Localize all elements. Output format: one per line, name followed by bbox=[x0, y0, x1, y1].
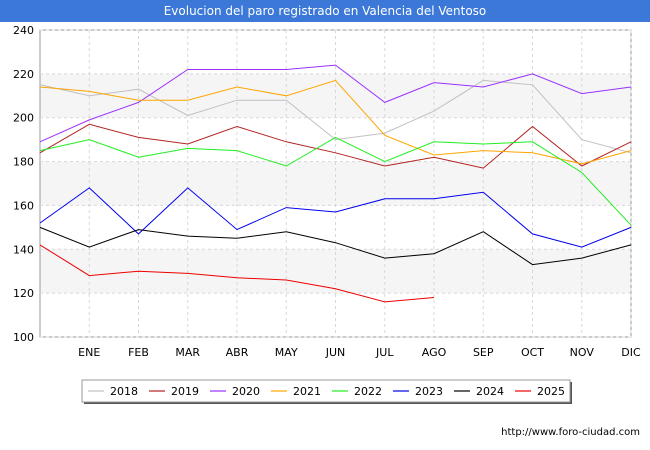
legend-box bbox=[81, 379, 571, 403]
series-line-2023 bbox=[39, 187, 632, 248]
y-tick-label: 160 bbox=[13, 199, 34, 212]
series-line-2025 bbox=[39, 244, 435, 303]
x-tick-label: MAY bbox=[275, 346, 298, 359]
x-tick-label: SEP bbox=[473, 346, 494, 359]
grid-lines bbox=[40, 29, 632, 338]
axis-labels: 100 120 140 160 180 200 220 240 ENE FEB MAR ABR MAY J… bbox=[13, 24, 641, 359]
y-tick-label: 220 bbox=[13, 68, 34, 81]
y-tick-label: 140 bbox=[13, 243, 34, 256]
source-credit: http://www.foro-ciudad.com bbox=[501, 427, 640, 438]
x-tick-label: ENE bbox=[78, 346, 100, 359]
legend-label-2023: 2023 bbox=[415, 385, 443, 398]
y-tick-label: 240 bbox=[13, 24, 34, 37]
series-line-2018 bbox=[39, 79, 632, 154]
x-tick-label: OCT bbox=[521, 346, 544, 359]
legend-label-2022: 2022 bbox=[354, 385, 382, 398]
legend-label-2018: 2018 bbox=[110, 385, 138, 398]
x-tick-label: NOV bbox=[570, 346, 595, 359]
legend-label-2025: 2025 bbox=[537, 385, 565, 398]
x-tick-label: FEB bbox=[128, 346, 149, 359]
x-tick-label: AGO bbox=[422, 346, 447, 359]
y-tick-label: 120 bbox=[13, 287, 34, 300]
y-tick-label: 180 bbox=[13, 156, 34, 169]
legend-label-2021: 2021 bbox=[293, 385, 321, 398]
series-line-2020 bbox=[39, 64, 632, 143]
legend: 2018 2019 2020 2021 2022 2023 2024 2025 bbox=[81, 379, 572, 404]
series-line-2019 bbox=[39, 123, 632, 169]
legend-label-2019: 2019 bbox=[171, 385, 199, 398]
series-line-2021 bbox=[39, 79, 632, 165]
series-line-2024 bbox=[39, 226, 632, 266]
x-tick-label: ABR bbox=[226, 346, 249, 359]
y-tick-label: 100 bbox=[13, 331, 34, 344]
x-tick-label: JUN bbox=[325, 346, 346, 359]
series-lines bbox=[39, 64, 632, 303]
x-tick-label: MAR bbox=[175, 346, 200, 359]
chart-title: Evolucion del paro registrado en Valenci… bbox=[0, 0, 650, 22]
legend-label-2020: 2020 bbox=[232, 385, 260, 398]
x-tick-label: JUL bbox=[375, 346, 394, 359]
legend-label-2024: 2024 bbox=[476, 385, 504, 398]
x-tick-label: DIC bbox=[621, 346, 641, 359]
series-line-2022 bbox=[39, 136, 632, 226]
y-tick-label: 200 bbox=[13, 112, 34, 125]
